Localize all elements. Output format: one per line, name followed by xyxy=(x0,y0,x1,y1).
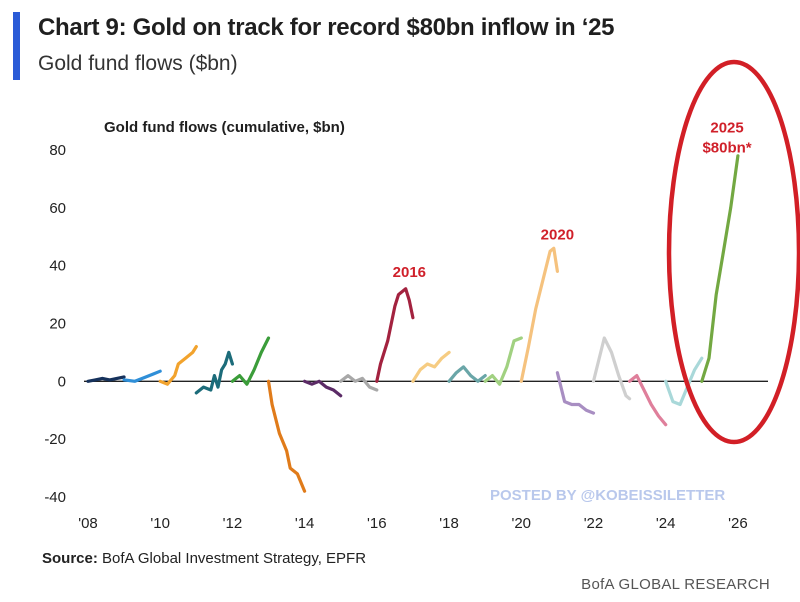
x-tick-label: '24 xyxy=(656,515,676,532)
series-line-2011 xyxy=(194,350,234,395)
x-tick-label: '18 xyxy=(439,515,459,532)
source-text: BofA Global Investment Strategy, EPFR xyxy=(102,550,367,567)
series-line-2020 xyxy=(519,246,560,383)
annotation-2020: 2020 xyxy=(541,227,574,244)
watermark: POSTED BY @KOBEISSILETTER xyxy=(490,487,725,504)
series-line-2009 xyxy=(122,369,162,383)
series-line-2025 xyxy=(700,154,740,383)
x-tick-label: '12 xyxy=(223,515,243,532)
series-line-2018 xyxy=(447,365,487,383)
series-line-2012 xyxy=(230,336,271,386)
annotation-2016: 2016 xyxy=(393,264,426,281)
series-line-2019 xyxy=(483,336,523,386)
chart-subtitle: Gold fund flows ($bn) xyxy=(38,52,238,75)
annotation-2025: $80bn* xyxy=(702,140,751,157)
highlight-group xyxy=(666,59,800,445)
highlight-ellipse xyxy=(666,59,800,445)
series-line-2013 xyxy=(266,379,307,493)
x-axis-ticks: '08 '10 '12 '14 '16 '18 '20 '22 '24 '26 xyxy=(78,515,747,532)
series-line-2010 xyxy=(158,345,198,386)
y-tick-label: 80 xyxy=(49,142,66,159)
x-tick-label: '20 xyxy=(511,515,531,532)
x-tick-label: '10 xyxy=(150,515,170,532)
series-line-2022 xyxy=(591,336,632,401)
y-axis-ticks: 80 60 40 20 0 -20 -40 xyxy=(44,142,66,506)
annotations: 2016 2020 2025 $80bn* xyxy=(393,120,752,282)
series-line-2021 xyxy=(555,371,596,415)
y-tick-label: -40 xyxy=(44,489,66,506)
x-tick-label: '16 xyxy=(367,515,387,532)
series-line-2017 xyxy=(411,350,451,383)
y-tick-label: 40 xyxy=(49,258,66,275)
y-tick-label: -20 xyxy=(44,431,66,448)
x-tick-label: '26 xyxy=(728,515,748,532)
y-tick-label: 0 xyxy=(58,373,66,390)
y-tick-label: 20 xyxy=(49,316,66,333)
x-tick-label: '22 xyxy=(584,515,604,532)
source-line: Source: BofA Global Investment Strategy,… xyxy=(42,550,366,567)
annotation-2025: 2025 xyxy=(710,120,743,137)
series-line-2015 xyxy=(339,374,379,392)
series-line-2016 xyxy=(375,287,415,383)
x-tick-label: '08 xyxy=(78,515,98,532)
series-line-2008 xyxy=(86,375,126,383)
source-label: Source: xyxy=(42,550,98,567)
series-line-2023 xyxy=(627,374,668,427)
inner-chart-title: Gold fund flows (cumulative, $bn) xyxy=(104,119,345,136)
accent-bar xyxy=(13,12,20,80)
series-lines xyxy=(86,154,740,493)
chart-title: Chart 9: Gold on track for record $80bn … xyxy=(38,14,615,41)
x-tick-label: '14 xyxy=(295,515,315,532)
y-tick-label: 60 xyxy=(49,200,66,217)
brand-footer: BofA GLOBAL RESEARCH xyxy=(581,576,770,593)
series-line-2024 xyxy=(664,356,704,407)
series-line-2014 xyxy=(303,379,343,398)
